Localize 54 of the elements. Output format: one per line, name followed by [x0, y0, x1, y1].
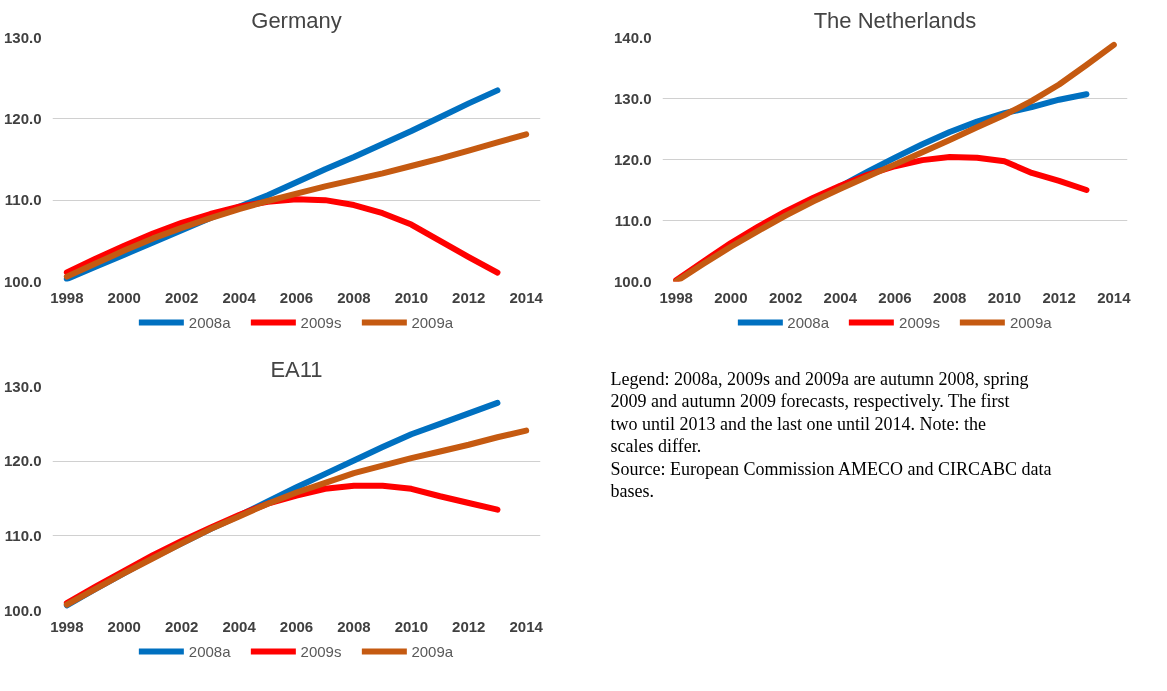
x-tick-label: 1998 [50, 617, 84, 635]
legend-label: 2009a [1009, 313, 1052, 331]
x-tick-label: 2008 [933, 288, 967, 306]
y-tick-label: 100.0 [3, 601, 42, 619]
y-tick-label: 130.0 [3, 377, 42, 395]
y-tick-label: 110.0 [4, 526, 42, 544]
x-tick-label: 2008 [337, 288, 371, 306]
x-tick-label: 2012 [452, 288, 486, 306]
legend-label: 2009a [411, 642, 454, 660]
x-tick-label: 2010 [987, 288, 1022, 306]
source-note: Source: European Commission AMECO and CIRCABC data bases. [610, 458, 1052, 501]
x-tick-label: 1998 [50, 288, 84, 306]
chart-title: EA11 [270, 356, 323, 382]
x-tick-label: 2012 [452, 617, 486, 635]
legend-label: 2009s [300, 313, 342, 331]
legend-label: 2008a [188, 642, 231, 660]
y-tick-label: 130.0 [613, 89, 652, 107]
x-tick-label: 2006 [279, 617, 314, 635]
x-tick-label: 2014 [1097, 288, 1132, 306]
text: Legend: 2008a, 2009s and 2009a are autumn 2008, spring 2009 and autumn 2009 forecasts, respectively. The first two until 2013 and the last one until 2014. Note: the scales differ. [610, 368, 1029, 456]
x-tick-label: 2014 [509, 617, 544, 635]
x-tick-label: 2004 [823, 288, 858, 306]
y-tick-label: 100.0 [613, 272, 652, 290]
x-tick-label: 2010 [394, 288, 429, 306]
y-tick-label: 110.0 [4, 191, 42, 209]
chart-title: The Netherlands [813, 7, 977, 33]
x-tick-label: 2004 [222, 288, 257, 306]
x-tick-label: 2000 [714, 288, 748, 306]
legend-label: 2009s [899, 313, 940, 331]
x-tick-label: 2002 [768, 288, 803, 306]
x-tick-label: 2006 [878, 288, 912, 306]
y-tick-label: 130.0 [3, 28, 42, 46]
y-tick-label: 110.0 [614, 211, 652, 229]
x-tick-label: 2004 [222, 617, 257, 635]
x-tick-label: 2012 [1042, 288, 1076, 306]
y-tick-label: 120.0 [3, 109, 42, 127]
legend-label: 2008a [787, 313, 830, 331]
y-tick-label: 140.0 [613, 28, 652, 46]
x-tick-label: 2014 [509, 288, 544, 306]
legend-label: 2008a [188, 313, 231, 331]
x-tick-label: 2002 [164, 617, 199, 635]
x-tick-label: 2010 [394, 617, 429, 635]
y-tick-label: 120.0 [613, 150, 652, 168]
x-tick-label: 1998 [659, 288, 693, 306]
x-tick-label: 2006 [279, 288, 314, 306]
chart-title: Germany [251, 7, 342, 33]
x-tick-label: 2000 [107, 617, 141, 635]
y-tick-label: 100.0 [3, 272, 42, 290]
x-tick-label: 2008 [337, 617, 371, 635]
x-tick-label: 2000 [107, 288, 141, 306]
legend-label: 2009a [411, 313, 454, 331]
legend-label: 2009s [300, 642, 342, 660]
y-tick-label: 120.0 [3, 452, 42, 470]
x-tick-label: 2002 [164, 288, 199, 306]
